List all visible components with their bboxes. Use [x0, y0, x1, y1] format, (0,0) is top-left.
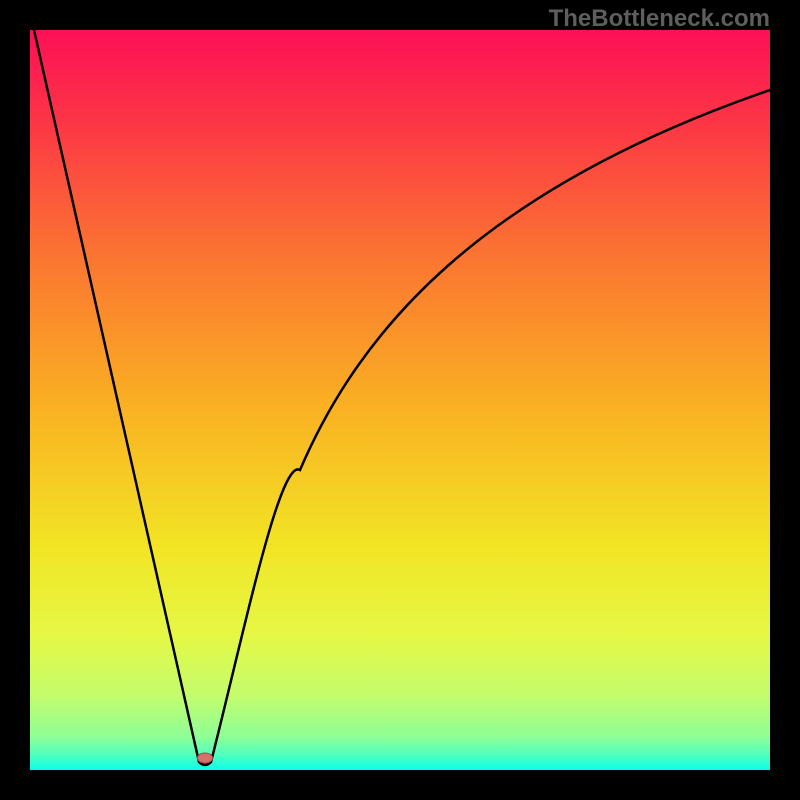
- watermark-text: TheBottleneck.com: [549, 5, 770, 33]
- gradient-background: [30, 30, 770, 770]
- chart-container: TheBottleneck.com: [0, 0, 800, 800]
- plot-area: [30, 30, 770, 770]
